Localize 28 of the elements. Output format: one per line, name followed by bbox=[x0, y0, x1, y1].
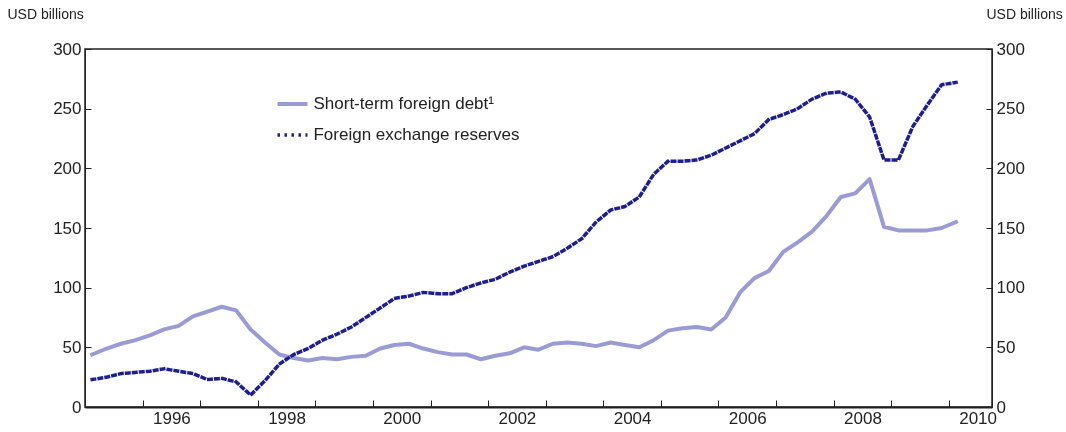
y2-tick-label: 150 bbox=[996, 218, 1025, 238]
y-tick-label: 200 bbox=[53, 158, 82, 178]
y-tick-label: 300 bbox=[53, 39, 82, 59]
y-tick-label: 0 bbox=[72, 397, 82, 417]
x-tick-label: 2010 bbox=[959, 408, 998, 428]
y-tick-label: 50 bbox=[62, 337, 82, 357]
y2-tick-label: 0 bbox=[996, 397, 1006, 417]
y2-tick-label: 200 bbox=[996, 158, 1025, 178]
legend-label: Short-term foreign debt¹ bbox=[313, 94, 495, 113]
y-tick-label: 250 bbox=[53, 99, 82, 119]
x-tick-label: 2008 bbox=[844, 408, 882, 428]
line-series bbox=[90, 80, 958, 397]
x-tick-label: 1996 bbox=[152, 408, 191, 428]
line-series bbox=[90, 177, 959, 363]
y2-tick-label: 250 bbox=[996, 99, 1025, 119]
y-tick-label: 100 bbox=[53, 278, 82, 298]
y-tick-label: 150 bbox=[53, 218, 82, 238]
y2-tick-label: 300 bbox=[996, 39, 1025, 59]
y2-tick-label: 100 bbox=[996, 278, 1025, 298]
legend-label: Foreign exchange reserves bbox=[313, 125, 520, 144]
x-tick-label: 2002 bbox=[498, 408, 537, 428]
x-tick-label: 2006 bbox=[728, 408, 767, 428]
x-tick-label: 2004 bbox=[613, 408, 652, 428]
x-tick-label: 2000 bbox=[383, 408, 422, 428]
x-tick-label: 1998 bbox=[268, 408, 306, 428]
y-axis-title: USD billions bbox=[7, 5, 84, 22]
y2-axis-title: USD billions bbox=[986, 5, 1063, 22]
y2-tick-label: 50 bbox=[996, 337, 1016, 357]
